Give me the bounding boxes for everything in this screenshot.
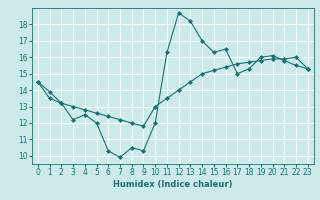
X-axis label: Humidex (Indice chaleur): Humidex (Indice chaleur) — [113, 180, 233, 189]
